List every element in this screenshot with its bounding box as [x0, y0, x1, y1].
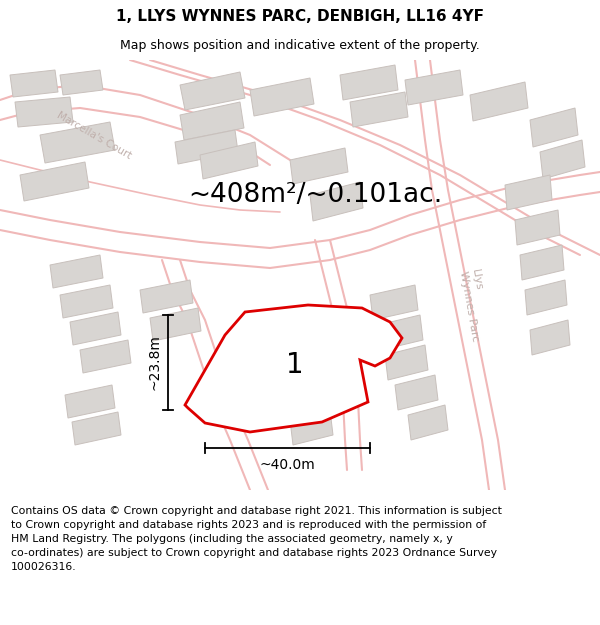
Polygon shape	[185, 305, 402, 432]
Polygon shape	[70, 312, 121, 345]
Text: 1, LLYS WYNNES PARC, DENBIGH, LL16 4YF: 1, LLYS WYNNES PARC, DENBIGH, LL16 4YF	[116, 9, 484, 24]
Polygon shape	[175, 130, 238, 164]
Polygon shape	[15, 97, 73, 127]
Polygon shape	[525, 280, 567, 315]
Polygon shape	[140, 280, 193, 313]
Polygon shape	[150, 308, 201, 341]
Polygon shape	[405, 70, 463, 105]
Text: Map shows position and indicative extent of the property.: Map shows position and indicative extent…	[120, 39, 480, 51]
Text: 1: 1	[286, 351, 304, 379]
Polygon shape	[505, 175, 552, 210]
Polygon shape	[280, 380, 326, 415]
Polygon shape	[520, 245, 564, 280]
Text: ~23.8m: ~23.8m	[147, 334, 161, 391]
Text: Contains OS data © Crown copyright and database right 2021. This information is : Contains OS data © Crown copyright and d…	[11, 506, 502, 572]
Polygon shape	[72, 412, 121, 445]
Polygon shape	[290, 410, 333, 445]
Polygon shape	[80, 340, 131, 373]
Polygon shape	[50, 255, 103, 288]
Polygon shape	[530, 108, 578, 147]
Polygon shape	[10, 70, 58, 97]
Text: Marcella's Court: Marcella's Court	[55, 109, 133, 161]
Text: ~408m²/~0.101ac.: ~408m²/~0.101ac.	[188, 182, 442, 208]
Polygon shape	[65, 385, 115, 418]
Polygon shape	[408, 405, 448, 440]
Polygon shape	[40, 122, 115, 163]
Polygon shape	[540, 140, 585, 179]
Polygon shape	[515, 210, 560, 245]
Polygon shape	[270, 350, 318, 385]
Polygon shape	[385, 345, 428, 380]
Polygon shape	[60, 70, 103, 95]
Polygon shape	[530, 320, 570, 355]
Polygon shape	[378, 315, 423, 350]
Polygon shape	[180, 72, 245, 110]
Polygon shape	[310, 182, 363, 221]
Polygon shape	[350, 92, 408, 127]
Polygon shape	[180, 102, 244, 140]
Polygon shape	[395, 375, 438, 410]
Text: Llys
Wynnes Parc: Llys Wynnes Parc	[458, 268, 491, 342]
Polygon shape	[20, 162, 89, 201]
Polygon shape	[340, 65, 398, 100]
Polygon shape	[250, 78, 314, 116]
Polygon shape	[60, 285, 113, 318]
Polygon shape	[200, 142, 258, 179]
Text: ~40.0m: ~40.0m	[260, 458, 316, 472]
Polygon shape	[470, 82, 528, 121]
Polygon shape	[290, 148, 348, 184]
Polygon shape	[370, 285, 418, 320]
